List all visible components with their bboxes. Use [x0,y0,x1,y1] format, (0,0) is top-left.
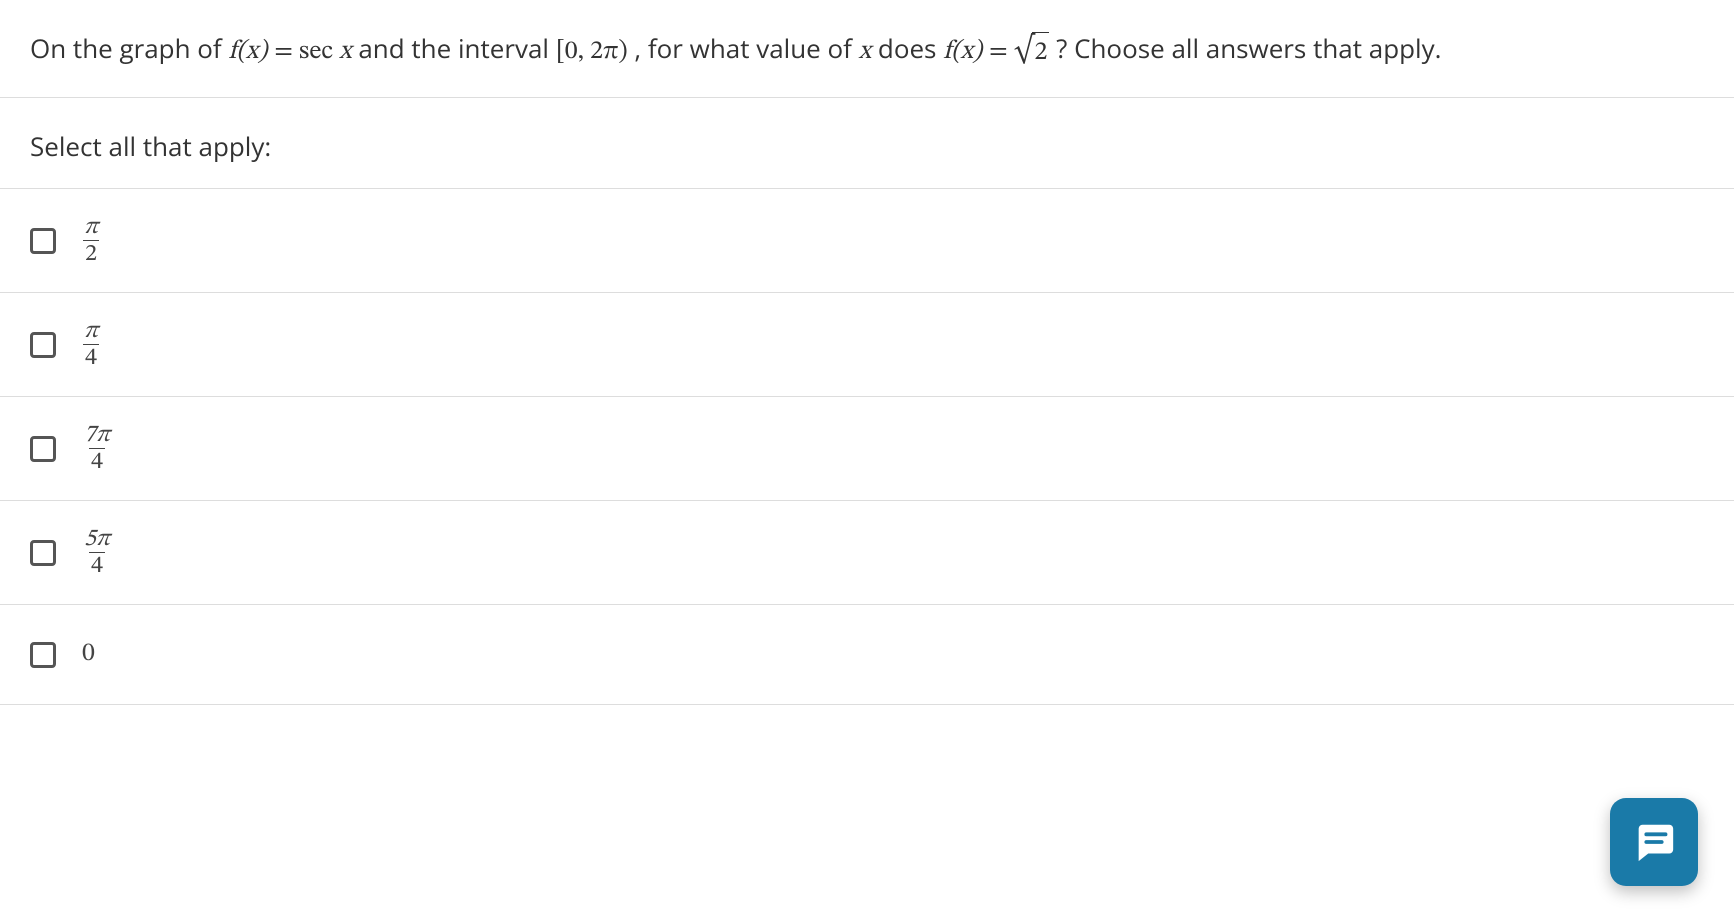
option-row[interactable]: 0 [0,605,1734,705]
option-row[interactable]: π2 [0,189,1734,293]
select-all-prompt: Select all that apply: [0,98,1734,189]
question-math-sqrt: √2 [1014,32,1050,73]
option-checkbox[interactable] [30,228,56,254]
question-part: does [878,30,943,66]
question-math-interval: [0, 2π) [556,39,628,65]
option-checkbox[interactable] [30,332,56,358]
question-math-fx: f(x) [228,39,267,65]
option-checkbox[interactable] [30,436,56,462]
chat-icon [1631,819,1677,865]
option-checkbox[interactable] [30,642,56,668]
question-part: and the interval [358,30,555,66]
question-text: On the graph of f(x) = sec x and the int… [0,0,1734,98]
option-checkbox[interactable] [30,540,56,566]
question-part: , for what value of [634,30,858,66]
option-row[interactable]: 5π4 [0,501,1734,605]
option-label: 5π4 [82,527,112,578]
chat-button[interactable] [1610,798,1698,886]
option-label: π2 [82,215,100,266]
question-math-x2: x [859,39,871,65]
question-part: ? Choose all answers that apply. [1056,30,1441,66]
option-row[interactable]: 7π4 [0,397,1734,501]
option-label: 7π4 [82,423,112,474]
question-math-eq1: = sec [274,39,339,65]
option-label: 0 [82,638,95,671]
option-label: π4 [82,319,100,370]
question-math-fx2: f(x) [943,39,982,65]
question-math-eq2: = [989,39,1014,65]
option-row[interactable]: π4 [0,293,1734,397]
question-math-x: x [339,39,351,65]
question-part: On the graph of [30,30,228,66]
